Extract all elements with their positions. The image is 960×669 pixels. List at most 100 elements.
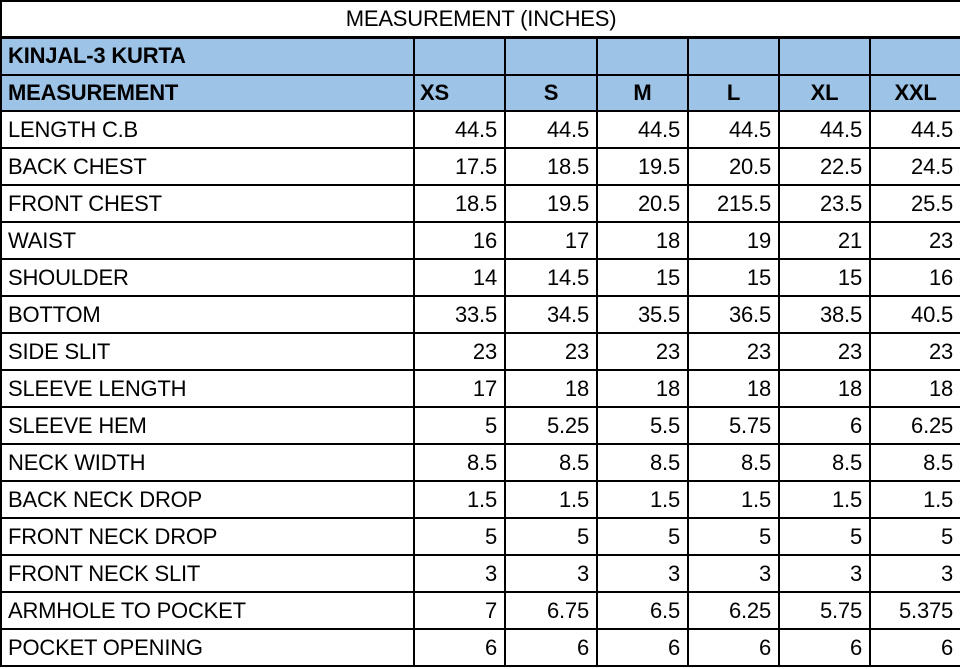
measurement-label: SIDE SLIT [0, 332, 415, 371]
column-header-row: MEASUREMENT XS S M L XL XXL [0, 74, 960, 112]
measurement-value: 5 [778, 517, 871, 556]
measurement-value: 24.5 [868, 147, 960, 186]
measurement-value: 15 [687, 258, 780, 297]
measurement-value: 18 [687, 369, 780, 408]
measurement-value: 6 [504, 628, 598, 667]
measurement-value: 18 [596, 221, 689, 260]
measurement-value: 6 [687, 628, 780, 667]
measurement-value: 215.5 [687, 184, 780, 223]
measurement-value: 15 [596, 258, 689, 297]
measurement-value: 5.75 [778, 591, 871, 630]
measurement-row: ARMHOLE TO POCKET 7 6.75 6.5 6.25 5.75 5… [0, 591, 960, 630]
measurement-row: LENGTH C.B 44.5 44.5 44.5 44.5 44.5 44.5 [0, 110, 960, 149]
measurement-value: 1.5 [687, 480, 780, 519]
title-row: MEASUREMENT (INCHES) [0, 0, 960, 39]
size-column-header-m: M [596, 74, 689, 112]
measurement-value: 1.5 [778, 480, 871, 519]
measurement-value: 36.5 [687, 295, 780, 334]
measurement-value: 19.5 [504, 184, 598, 223]
measurement-value: 6.25 [687, 591, 780, 630]
measurement-value: 6.75 [504, 591, 598, 630]
measurement-value: 23 [596, 332, 689, 371]
measurement-value: 8.5 [687, 443, 780, 482]
measurement-value: 44.5 [778, 110, 871, 149]
measurement-label: FRONT CHEST [0, 184, 415, 223]
measurement-value: 8.5 [868, 443, 960, 482]
measurement-value: 8.5 [413, 443, 506, 482]
measurement-value: 18 [868, 369, 960, 408]
measurement-label: ARMHOLE TO POCKET [0, 591, 415, 630]
measurement-value: 44.5 [596, 110, 689, 149]
measurement-value: 5 [504, 517, 598, 556]
measurement-value: 34.5 [504, 295, 598, 334]
measurement-value: 38.5 [778, 295, 871, 334]
measurement-row: SIDE SLIT 23 23 23 23 23 23 [0, 332, 960, 371]
measurement-value: 25.5 [868, 184, 960, 223]
measurement-value: 3 [596, 554, 689, 593]
measurement-value: 17.5 [413, 147, 506, 186]
size-column-header-s: S [504, 74, 598, 112]
measurement-value: 5.75 [687, 406, 780, 445]
measurement-value: 5 [413, 406, 506, 445]
measurement-column-header: MEASUREMENT [0, 74, 415, 112]
measurement-row: BOTTOM 33.5 34.5 35.5 36.5 38.5 40.5 [0, 295, 960, 334]
measurement-value: 33.5 [413, 295, 506, 334]
measurement-value: 18 [504, 369, 598, 408]
measurement-value: 1.5 [868, 480, 960, 519]
measurement-label: NECK WIDTH [0, 443, 415, 482]
measurement-value: 3 [504, 554, 598, 593]
measurement-value: 1.5 [596, 480, 689, 519]
measurement-value: 6 [868, 628, 960, 667]
measurement-value: 18 [778, 369, 871, 408]
product-row-empty-cell [778, 36, 871, 76]
measurement-label: FRONT NECK DROP [0, 517, 415, 556]
measurement-value: 14.5 [504, 258, 598, 297]
measurement-value: 40.5 [868, 295, 960, 334]
measurement-value: 44.5 [687, 110, 780, 149]
measurement-row: FRONT CHEST 18.5 19.5 20.5 215.5 23.5 25… [0, 184, 960, 223]
measurement-value: 14 [413, 258, 506, 297]
measurement-value: 5 [413, 517, 506, 556]
measurement-label: WAIST [0, 221, 415, 260]
measurement-value: 5 [596, 517, 689, 556]
measurement-value: 5 [687, 517, 780, 556]
measurement-label: SLEEVE HEM [0, 406, 415, 445]
measurement-value: 8.5 [596, 443, 689, 482]
size-column-header-xl: XL [778, 74, 871, 112]
measurement-value: 23 [868, 332, 960, 371]
measurement-value: 8.5 [778, 443, 871, 482]
measurement-value: 6 [413, 628, 506, 667]
measurement-value: 23.5 [778, 184, 871, 223]
measurement-value: 6.5 [596, 591, 689, 630]
measurement-value: 23 [687, 332, 780, 371]
measurement-value: 20.5 [687, 147, 780, 186]
measurement-value: 22.5 [778, 147, 871, 186]
measurement-value: 19.5 [596, 147, 689, 186]
measurement-value: 6 [778, 628, 871, 667]
measurement-value: 19 [687, 221, 780, 260]
measurement-label: BOTTOM [0, 295, 415, 334]
measurement-value: 6.25 [868, 406, 960, 445]
measurement-value: 15 [778, 258, 871, 297]
measurement-label: BACK CHEST [0, 147, 415, 186]
size-column-header-l: L [687, 74, 780, 112]
measurement-value: 23 [504, 332, 598, 371]
measurement-value: 18 [596, 369, 689, 408]
measurement-rows: LENGTH C.B 44.5 44.5 44.5 44.5 44.5 44.5… [0, 110, 960, 667]
measurement-value: 21 [778, 221, 871, 260]
measurement-value: 8.5 [504, 443, 598, 482]
measurement-label: SHOULDER [0, 258, 415, 297]
measurement-value: 3 [413, 554, 506, 593]
measurement-value: 23 [778, 332, 871, 371]
measurement-value: 23 [413, 332, 506, 371]
measurement-value: 16 [868, 258, 960, 297]
measurement-label: POCKET OPENING [0, 628, 415, 667]
product-name: KINJAL-3 KURTA [0, 36, 415, 76]
measurement-value: 1.5 [504, 480, 598, 519]
measurement-row: NECK WIDTH 8.5 8.5 8.5 8.5 8.5 8.5 [0, 443, 960, 482]
measurement-value: 23 [868, 221, 960, 260]
measurement-value: 5.25 [504, 406, 598, 445]
measurement-value: 1.5 [413, 480, 506, 519]
measurement-value: 17 [504, 221, 598, 260]
measurement-row: SLEEVE HEM 5 5.25 5.5 5.75 6 6.25 [0, 406, 960, 445]
